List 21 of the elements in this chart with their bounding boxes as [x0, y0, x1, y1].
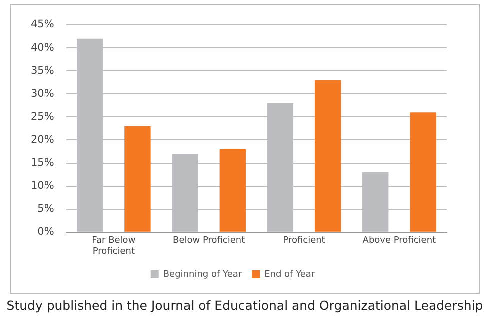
legend-label: Beginning of Year — [163, 270, 242, 280]
y-tick-label: 10% — [30, 180, 54, 192]
y-tick-label: 5% — [38, 203, 54, 216]
y-tick-label: 45% — [30, 18, 54, 31]
y-tick-label: 20% — [30, 134, 54, 146]
y-tick-label: 35% — [30, 64, 54, 77]
bar — [124, 126, 151, 232]
bar — [220, 149, 246, 232]
bar — [314, 80, 342, 232]
legend-label: End of Year — [264, 270, 316, 280]
x-tick-label: Proficient — [283, 236, 326, 246]
x-tick-label: Below Proficient — [173, 236, 246, 246]
x-tick-label: Above Proficient — [362, 236, 437, 246]
y-tick-label: 40% — [30, 42, 54, 54]
bar — [410, 112, 436, 232]
y-tick-label: 0% — [38, 226, 54, 238]
y-tick-label: 30% — [30, 88, 54, 100]
y-tick-label: 15% — [30, 157, 54, 169]
x-tick-label: Far Below Proficient — [92, 236, 136, 257]
text: Study published in the Journal of Educational and Organizational Leadership — [6, 298, 484, 313]
y-tick-label: 25% — [30, 110, 54, 123]
